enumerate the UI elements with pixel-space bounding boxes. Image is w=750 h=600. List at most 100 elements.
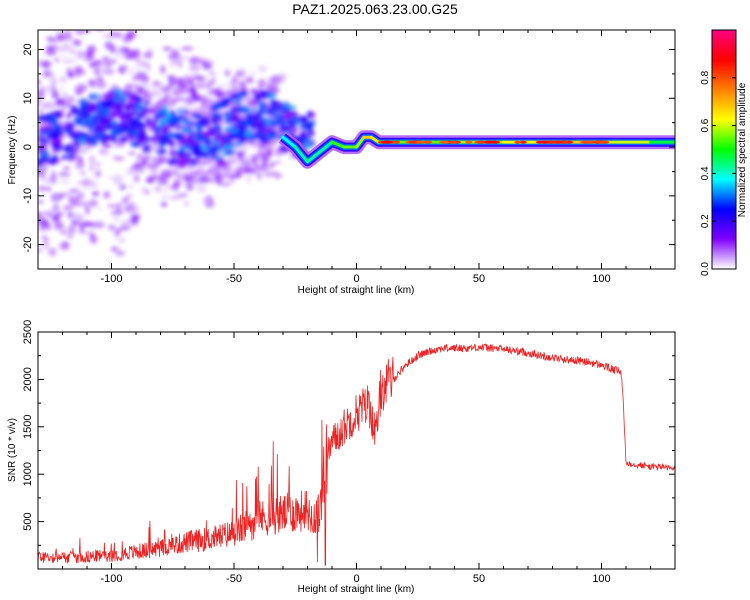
heat-blob xyxy=(178,152,185,158)
heat-blob xyxy=(118,46,129,54)
heat-blob xyxy=(74,141,82,149)
heat-blob xyxy=(214,133,225,139)
heat-blob xyxy=(136,122,147,132)
heat-blob xyxy=(57,12,65,15)
snr-x-axis-label: Height of straight line (km) xyxy=(298,584,415,595)
heat-blob xyxy=(305,124,313,131)
heat-blob xyxy=(181,46,194,51)
heat-blob xyxy=(231,75,239,84)
heat-blob xyxy=(288,111,296,118)
heat-blob xyxy=(51,207,56,216)
heat-blob xyxy=(109,58,118,64)
heat-blob xyxy=(56,19,64,28)
ridge-hotspot xyxy=(423,140,433,144)
heat-blob xyxy=(38,145,49,151)
heat-blob xyxy=(121,18,130,27)
heat-blob xyxy=(75,155,82,159)
heat-blob xyxy=(156,147,167,156)
heat-blob xyxy=(272,101,284,110)
heat-blob xyxy=(236,158,243,166)
heat-blob xyxy=(150,135,161,145)
heat-blob xyxy=(38,102,41,107)
heat-blob xyxy=(127,193,133,199)
heat-blob xyxy=(140,111,147,119)
heat-blob xyxy=(224,69,231,77)
heat-blob xyxy=(173,121,180,126)
x-tick-label: 50 xyxy=(473,273,485,285)
heat-blob xyxy=(166,83,176,87)
ridge-hotspot xyxy=(519,140,527,144)
heat-blob xyxy=(172,133,180,139)
spectrogram-x-axis-label: Height of straight line (km) xyxy=(298,285,415,296)
heat-blob xyxy=(153,91,162,98)
heat-blob xyxy=(127,151,136,155)
heat-blob xyxy=(61,42,73,52)
heat-blob xyxy=(169,148,179,158)
heat-blob xyxy=(163,87,173,91)
heat-blob xyxy=(60,54,68,59)
heat-blob xyxy=(62,166,71,171)
heat-blob xyxy=(95,21,106,29)
heat-blob xyxy=(43,238,51,243)
colorbar-tick-label: 0.2 xyxy=(700,214,711,228)
heat-blob xyxy=(183,200,190,207)
heat-blob xyxy=(106,144,113,148)
colorbar-tick-label: 0.4 xyxy=(700,166,711,180)
heat-blob xyxy=(48,247,57,257)
heat-blob xyxy=(82,184,89,191)
heat-blob xyxy=(205,98,214,107)
heat-blob xyxy=(133,65,145,70)
heat-blob xyxy=(98,12,104,20)
spectrogram-y-axis-label: Frequency (Hz) xyxy=(7,116,18,185)
heat-blob xyxy=(113,228,121,238)
heat-blob xyxy=(224,137,229,141)
heat-blob xyxy=(237,80,245,87)
heat-blob xyxy=(245,175,252,183)
heat-blob xyxy=(138,61,149,66)
heat-blob xyxy=(274,112,284,121)
heat-blob xyxy=(241,67,246,76)
heat-blob xyxy=(176,115,182,120)
heat-blob xyxy=(38,109,44,115)
heat-blob xyxy=(86,17,93,25)
heat-blob xyxy=(142,101,152,107)
heat-blob xyxy=(188,56,201,65)
heat-blob xyxy=(88,0,97,5)
heat-blob xyxy=(181,119,190,125)
heat-blob xyxy=(76,50,85,59)
heat-blob xyxy=(212,88,222,96)
heat-blob xyxy=(103,191,111,199)
heat-blob xyxy=(38,90,46,99)
heat-blob xyxy=(89,61,97,69)
colorbar: 0.0 0.2 0.4 0.6 0.8 Normalized spectral ampl… xyxy=(700,29,748,276)
heat-blob xyxy=(49,80,59,84)
ridge-segment xyxy=(281,135,297,149)
heat-blob xyxy=(162,46,172,51)
heat-blob xyxy=(114,208,123,216)
heat-blob xyxy=(142,143,152,153)
heat-blob xyxy=(129,133,136,140)
heat-blob xyxy=(91,183,99,188)
heat-blob xyxy=(99,99,108,107)
heat-blob xyxy=(266,163,275,169)
heat-blob xyxy=(196,184,207,193)
heat-blob xyxy=(42,114,52,122)
heat-blob xyxy=(53,58,60,62)
heat-blob xyxy=(225,144,234,150)
heat-blob xyxy=(182,98,192,104)
heat-blob xyxy=(50,73,56,82)
heat-blob xyxy=(87,79,98,85)
heat-blob xyxy=(160,138,167,147)
heat-blob xyxy=(92,106,102,113)
heat-blob xyxy=(77,201,90,207)
heat-blob xyxy=(189,170,201,178)
ridge-hotspot xyxy=(583,140,596,144)
heat-blob xyxy=(213,123,222,132)
heat-blob xyxy=(63,205,73,211)
heat-blob xyxy=(102,56,110,65)
heat-blob xyxy=(220,159,227,168)
heat-blob xyxy=(250,140,263,147)
heat-blob xyxy=(125,18,137,26)
heat-blob xyxy=(75,30,86,35)
heat-blob xyxy=(105,124,111,131)
